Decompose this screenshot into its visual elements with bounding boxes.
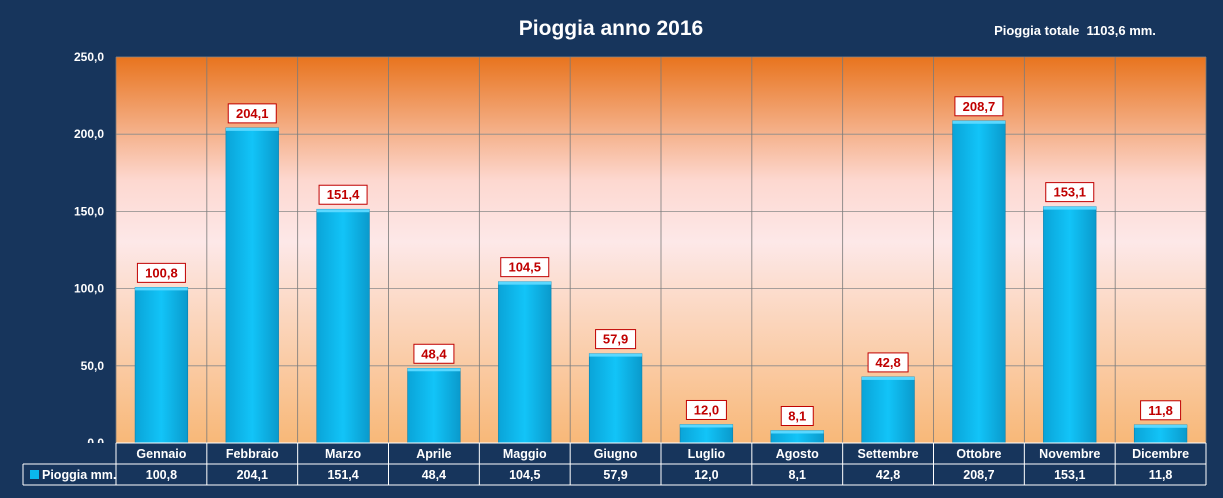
data-label: 100,8 [145,265,178,280]
x-tick-label: Agosto [776,447,819,461]
table-value: 151,4 [327,468,358,482]
table-value: 153,1 [1054,468,1085,482]
table-value: 208,7 [963,468,994,482]
legend-series-name: Pioggia mm. [42,468,116,482]
data-label-box [954,96,1004,117]
y-tick-label: 100,0 [74,282,104,296]
bar-top-highlight [589,353,642,357]
y-tick-label: 200,0 [74,127,104,141]
data-label-box [685,399,727,420]
data-label-box [136,262,186,283]
x-tick-label: Novembre [1039,447,1100,461]
bar [952,120,1006,444]
y-tick-label: 250,0 [74,50,104,64]
data-labels: 100,8 204,1 151,4 48,4 104,5 57,9 12,0 8,1 42,8 2… [136,96,1182,426]
data-label: 42,8 [875,355,900,370]
bar [498,281,552,444]
x-tick-label: Dicembre [1132,447,1189,461]
gridlines [115,56,1207,444]
bar-top-highlight [316,209,370,213]
data-label: 8,1 [788,408,806,423]
data-label-box [780,405,814,426]
bar [316,208,370,444]
bar-top-highlight [407,368,461,372]
bar [225,127,279,444]
x-tick-label: Giugno [594,447,638,461]
bar [407,367,461,444]
table-value: 104,5 [509,468,540,482]
table-value: 11,8 [1149,468,1173,482]
x-tick-label: Maggio [503,447,547,461]
data-label-box [413,343,455,364]
x-tick-label: Ottobre [956,447,1001,461]
bar-top-highlight [861,376,915,380]
data-label: 204,1 [236,106,269,121]
data-label-box [500,257,550,278]
x-tick-label: Luglio [688,447,726,461]
x-tick-label: Aprile [416,447,451,461]
data-label: 12,0 [694,402,719,417]
table-value: 12,0 [694,468,718,482]
bar-top-highlight [1043,206,1097,210]
chart-title: Pioggia anno 2016 [519,17,703,40]
data-label: 104,5 [508,260,541,275]
bar-top-highlight [680,424,733,428]
table-value: 8,1 [789,468,806,482]
x-tick-label: Settembre [858,447,919,461]
data-label-box [1045,182,1095,203]
bar-top-highlight [1134,424,1187,428]
bar [588,353,643,444]
table-value: 42,8 [876,468,900,482]
bar [1043,206,1097,444]
table-value: 48,4 [422,468,446,482]
data-label: 153,1 [1053,185,1086,200]
x-tick-label: Marzo [325,447,361,461]
y-tick-label: 150,0 [74,204,104,218]
bar [861,376,915,444]
data-label-box [595,329,637,350]
data-label: 208,7 [963,99,996,114]
bar-top-highlight [952,120,1006,124]
data-table: Gennaio 100,8 Febbraio 204,1 Marzo 151,4 April… [22,442,1207,486]
bar-top-highlight [225,127,279,131]
y-tick-label: 50,0 [81,359,105,373]
data-label-box [867,352,909,373]
bar [134,287,189,444]
chart-subtitle: Pioggia totale 1103,6 mm. [994,23,1156,38]
table-value: 204,1 [237,468,268,482]
data-label: 48,4 [421,346,447,361]
data-label-box [1140,400,1182,421]
bar-top-highlight [770,430,824,434]
data-label-box [318,184,368,205]
table-value: 100,8 [146,468,177,482]
data-label: 11,8 [1148,403,1173,418]
bars [134,120,1188,444]
x-tick-label: Gennaio [136,447,186,461]
bar-top-highlight [135,287,188,291]
data-label: 57,9 [603,332,628,347]
bar-top-highlight [498,281,552,285]
data-label-box [227,103,277,124]
x-tick-label: Febbraio [226,447,279,461]
legend-key [30,470,39,479]
table-value: 57,9 [603,468,627,482]
data-label: 151,4 [327,187,360,202]
